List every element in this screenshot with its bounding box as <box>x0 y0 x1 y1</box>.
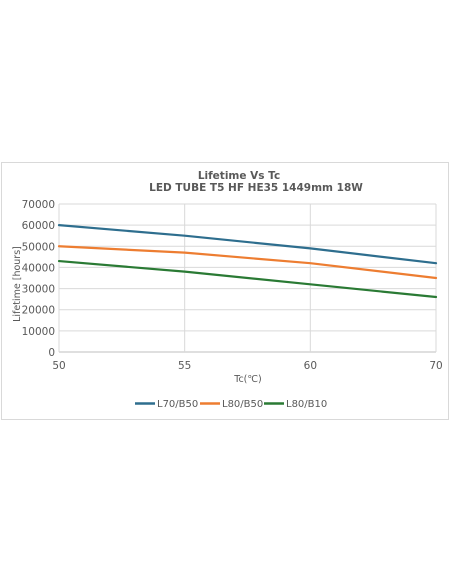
y-axis-label: Lifetime [hours] <box>12 246 23 322</box>
y-tick-label: 10000 <box>22 326 55 338</box>
y-tick-label: 60000 <box>22 220 55 232</box>
legend-label: L80/B10 <box>286 399 327 410</box>
x-tick-label: 50 <box>52 360 65 372</box>
y-tick-label: 50000 <box>22 241 55 253</box>
line-chart: Lifetime Vs Tc LED TUBE T5 HF HE35 1449m… <box>12 170 443 410</box>
series-lines <box>57 224 438 299</box>
y-tick-label: 70000 <box>22 199 55 211</box>
y-tick-label: 30000 <box>22 284 55 296</box>
gridlines <box>58 203 437 353</box>
legend-label: L80/B50 <box>222 399 263 410</box>
chart-subtitle: LED TUBE T5 HF HE35 1449mm 18W <box>149 182 363 194</box>
legend-label: L70/B50 <box>157 399 198 410</box>
legend: L70/B50 L80/B50 L80/B10 <box>135 399 327 410</box>
y-tick-label: 40000 <box>22 262 55 274</box>
series-line-2 <box>57 259 438 299</box>
x-tick-label: 55 <box>178 360 191 372</box>
chart-container: Lifetime Vs Tc LED TUBE T5 HF HE35 1449m… <box>1 162 449 420</box>
y-tick-label: 0 <box>48 347 55 359</box>
chart-title: Lifetime Vs Tc <box>198 170 280 182</box>
x-tick-label: 70 <box>429 360 442 372</box>
x-axis-ticks: 50 55 60 70 <box>52 360 442 372</box>
x-tick-label: 60 <box>304 360 317 372</box>
x-axis-label: Tc(℃) <box>233 374 262 385</box>
series-line-1 <box>57 245 438 280</box>
y-axis-ticks: 0 10000 20000 30000 40000 50000 60000 70000 <box>22 199 55 359</box>
series-line-0 <box>57 224 438 265</box>
y-tick-label: 20000 <box>22 305 55 317</box>
